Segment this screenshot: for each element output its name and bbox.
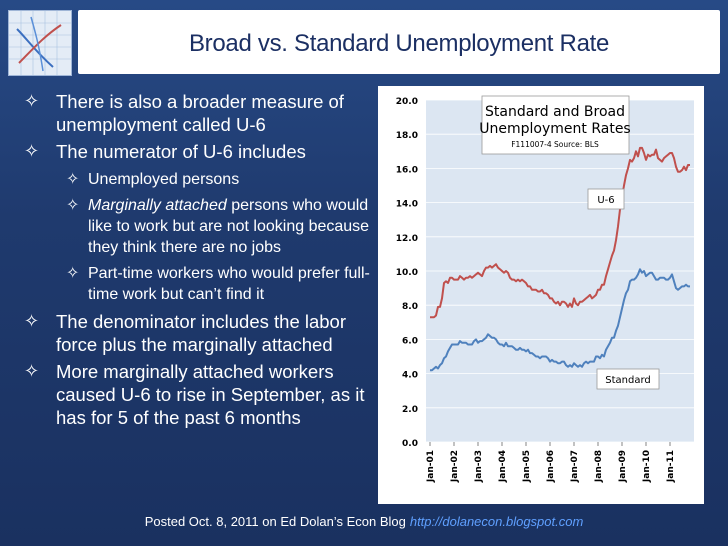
bullet-item: ✧ The denominator includes the labor for…	[20, 310, 370, 356]
bullet-text: The numerator of U-6 includes	[56, 141, 306, 162]
standard-series-label: Standard	[605, 375, 651, 386]
bullet-text: persons who would like to work but are n…	[88, 197, 370, 256]
sub-bullet-item: ✧ Part-time workers who would prefer ful…	[20, 263, 370, 305]
u6-series-line	[430, 146, 690, 319]
sparkle-bullet-icon: ✧	[24, 141, 40, 161]
standard-label-box	[596, 368, 660, 390]
x-tick-label: Jan-09	[618, 450, 628, 483]
y-tick-label: 16.0	[396, 165, 418, 175]
sparkle-bullet-icon: ✧	[24, 91, 40, 111]
sub-bullet-item: ✧ Marginally attached persons who would …	[20, 195, 370, 258]
x-tick-label: Jan-02	[450, 450, 460, 483]
chart-subtitle: F111007-4 Source: BLS	[511, 140, 599, 149]
blog-link[interactable]: http://dolanecon.blogspot.com	[409, 514, 584, 529]
x-tick-label: Jan-04	[498, 450, 508, 483]
y-tick-label: 10.0	[396, 268, 418, 278]
u6-series-label: U-6	[597, 195, 614, 206]
y-tick-label: 12.0	[396, 234, 418, 244]
y-tick-label: 20.0	[396, 97, 418, 107]
x-tick-label: Jan-11	[666, 450, 676, 483]
bullet-item: ✧ More marginally attached workers cause…	[20, 360, 370, 429]
sparkle-bullet-icon: ✧	[66, 171, 80, 188]
x-tick-label: Jan-03	[474, 450, 484, 483]
bullet-list: ✧ There is also a broader measure of une…	[20, 90, 370, 430]
bullet-text: Part-time workers who would prefer full-…	[88, 265, 370, 303]
bullet-italic-text: Marginally attached	[88, 197, 227, 214]
sparkle-bullet-icon: ✧	[24, 361, 40, 381]
u6-label-box	[587, 188, 625, 210]
bullet-text: There is also a broader measure of unemp…	[56, 91, 344, 135]
footer: Posted Oct. 8, 2011 on Ed Dolan’s Econ B…	[0, 514, 728, 529]
y-tick-label: 2.0	[402, 405, 418, 415]
footer-text: Posted Oct. 8, 2011 on Ed Dolan’s Econ B…	[144, 514, 406, 529]
chart-panel: 0.0 2.0 4.0 6.0 8.0 10.0 12.0 14.0 16.0 18.0 20.0 …	[378, 86, 704, 504]
bullet-item: ✧ There is also a broader measure of une…	[20, 90, 370, 136]
x-tick-label: Jan-06	[546, 450, 556, 483]
x-tick-label: Jan-01	[426, 450, 436, 483]
y-tick-label: 8.0	[402, 302, 418, 312]
slide-title: Broad vs. Standard Unemployment Rate	[188, 30, 610, 57]
bullet-text: The denominator includes the labor force…	[56, 311, 347, 355]
y-tick-label: 14.0	[396, 200, 418, 210]
y-tick-label: 0.0	[402, 439, 418, 449]
x-tick-label: Jan-08	[594, 450, 604, 483]
x-tick-label: Jan-10	[642, 450, 652, 483]
bullet-item: ✧ The numerator of U-6 includes	[20, 140, 370, 163]
standard-series-line	[430, 268, 690, 372]
y-tick-label: 4.0	[402, 371, 418, 381]
logo-graphic	[9, 11, 71, 75]
sub-bullet-item: ✧ Unemployed persons	[20, 169, 370, 190]
chart-title-line2: Unemployment Rates	[479, 121, 630, 137]
x-tick-label: Jan-05	[522, 450, 532, 483]
chart-title-box	[481, 95, 630, 155]
sparkle-bullet-icon: ✧	[24, 311, 40, 331]
y-tick-label: 6.0	[402, 336, 418, 346]
sparkle-bullet-icon: ✧	[66, 197, 80, 214]
sparkle-bullet-icon: ✧	[66, 265, 80, 282]
x-tick-label: Jan-07	[570, 450, 580, 483]
chart-title-line1: Standard and Broad	[485, 104, 625, 120]
bullet-text: More marginally attached workers caused …	[56, 361, 365, 428]
bullet-text: Unemployed persons	[88, 171, 240, 188]
y-tick-label: 18.0	[396, 131, 418, 141]
logo-image	[8, 10, 72, 76]
title-bar: Broad vs. Standard Unemployment Rate	[78, 10, 720, 74]
unemployment-chart: 0.02.04.06.08.010.012.014.016.018.020.0 …	[396, 95, 694, 483]
